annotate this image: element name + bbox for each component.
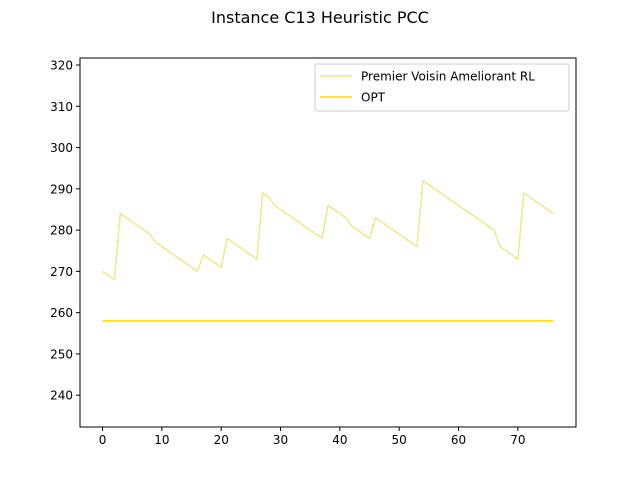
y-tick-label: 240: [50, 389, 73, 403]
y-tick-label: 250: [50, 347, 73, 361]
x-tick-label: 60: [451, 433, 466, 447]
y-tick-label: 290: [50, 182, 73, 196]
y-tick-label: 300: [50, 141, 73, 155]
y-tick-label: 270: [50, 265, 73, 279]
y-tick-label: 320: [50, 59, 73, 73]
x-tick-label: 10: [154, 433, 169, 447]
x-tick-label: 40: [332, 433, 347, 447]
y-tick-label: 310: [50, 100, 73, 114]
x-tick-label: 0: [99, 433, 107, 447]
x-tick-label: 50: [392, 433, 407, 447]
x-tick-label: 70: [510, 433, 525, 447]
legend: Premier Voisin Ameliorant RL OPT: [314, 63, 570, 112]
chart-title: Instance C13 Heuristic PCC: [211, 8, 429, 27]
series-line-premier-voisin: [102, 179, 554, 281]
y-axis: 240 250 260 270 280 290 300 310 320: [50, 59, 80, 403]
legend-label-opt: OPT: [361, 91, 386, 105]
x-tick-label: 30: [273, 433, 288, 447]
plot-area: [80, 58, 576, 427]
plot-frame: [79, 57, 577, 428]
y-tick-label: 260: [50, 306, 73, 320]
y-tick-label: 280: [50, 224, 73, 238]
legend-box: [314, 63, 570, 112]
x-axis: 0 10 20 30 40 50 60 70: [99, 427, 525, 447]
series-layer: [102, 179, 554, 322]
legend-label-premier-voisin: Premier Voisin Ameliorant RL: [361, 70, 535, 84]
x-tick-label: 20: [214, 433, 229, 447]
